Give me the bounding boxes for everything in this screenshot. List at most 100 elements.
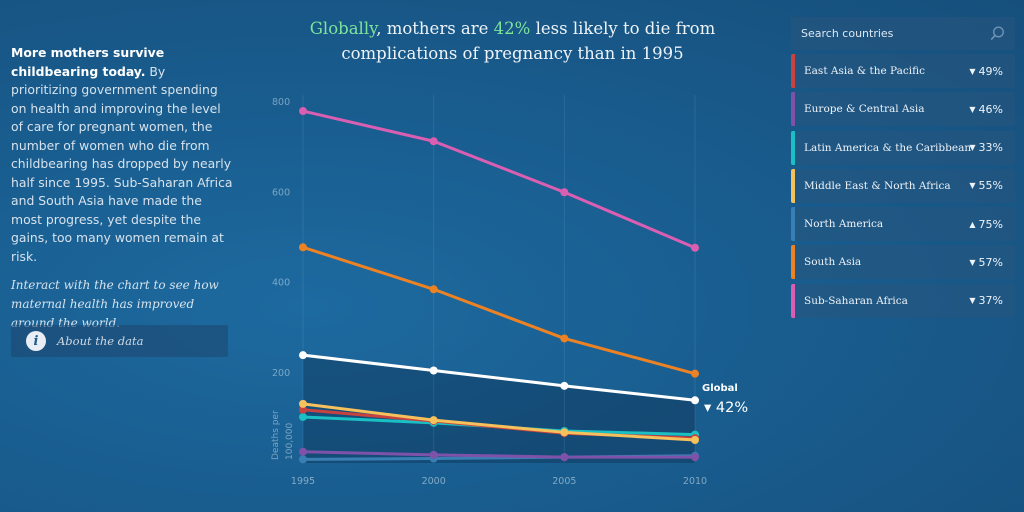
data-point[interactable] bbox=[299, 405, 307, 414]
region-color-swatch bbox=[791, 92, 795, 127]
arrow-up-icon: ▲ bbox=[969, 219, 976, 229]
y-tick-label: 600 bbox=[272, 187, 290, 198]
y-axis-label: Deaths per bbox=[271, 410, 281, 460]
y-axis-label: 100,000 bbox=[285, 423, 295, 460]
y-tick-label: 800 bbox=[272, 97, 290, 108]
series-line[interactable] bbox=[302, 353, 696, 402]
region-change-value: 46% bbox=[978, 102, 1003, 116]
region-item[interactable]: Middle East & North Africa ▼ 55% bbox=[791, 168, 1015, 203]
arrow-down-icon: ▼ bbox=[969, 143, 976, 153]
region-color-swatch bbox=[791, 245, 795, 280]
series-line[interactable] bbox=[302, 245, 696, 376]
region-name: Middle East & North Africa bbox=[804, 179, 951, 192]
x-tick-label: 2005 bbox=[552, 476, 576, 487]
region-item[interactable]: North America ▲ 75% bbox=[791, 207, 1015, 242]
series-line[interactable] bbox=[302, 450, 695, 459]
x-tick-label: 1995 bbox=[291, 476, 315, 487]
intro-body: By prioritizing government spending on h… bbox=[11, 63, 233, 264]
x-tick-label: 2010 bbox=[683, 476, 707, 487]
region-color-swatch bbox=[791, 283, 795, 318]
intro-paragraph: More mothers survive childbearing today.… bbox=[11, 44, 233, 266]
y-tick-label: 400 bbox=[272, 278, 290, 289]
region-list: East Asia & the Pacific ▼ 49% Europe & Cent… bbox=[791, 54, 1015, 318]
arrow-down-icon: ▼ bbox=[969, 181, 976, 191]
series-line[interactable] bbox=[302, 109, 696, 250]
region-change: ▼ 49% bbox=[969, 65, 1003, 78]
data-point[interactable] bbox=[429, 285, 438, 294]
region-panel: East Asia & the Pacific▼49%Europe & Cent… bbox=[791, 17, 1015, 322]
y-tick-label: 200 bbox=[272, 368, 290, 379]
data-point[interactable] bbox=[299, 455, 307, 464]
region-change: ▼ 33% bbox=[969, 141, 1003, 154]
data-point[interactable] bbox=[691, 435, 699, 444]
region-name: Europe & Central Asia bbox=[804, 103, 925, 116]
global-label: Global bbox=[702, 383, 738, 394]
global-change: ▾ 42% bbox=[704, 400, 748, 416]
region-name: Sub-Saharan Africa bbox=[804, 294, 908, 307]
region-name: South Asia bbox=[804, 256, 862, 269]
headline-text-2: less likely to die from complications of… bbox=[341, 19, 716, 63]
line-chart[interactable]: 200 400 600 800 Deaths per 100,000 1995 2000 20… bbox=[0, 0, 780, 512]
series-line[interactable] bbox=[302, 402, 696, 442]
region-item[interactable]: Europe & Central Asia ▼ 46% bbox=[791, 92, 1015, 127]
arrow-down-icon: ▼ bbox=[969, 257, 976, 267]
data-point[interactable] bbox=[299, 107, 307, 116]
data-point[interactable] bbox=[560, 381, 569, 390]
headline-scope: Globally bbox=[309, 19, 377, 38]
about-data-label: About the data bbox=[57, 334, 144, 348]
data-point[interactable] bbox=[560, 453, 569, 462]
headline-percent: 42% bbox=[493, 19, 531, 38]
region-change: ▼ 46% bbox=[969, 103, 1003, 116]
headline-text-1: , mothers are bbox=[376, 19, 494, 38]
region-name: East Asia & the Pacific bbox=[804, 65, 925, 77]
data-point[interactable] bbox=[429, 416, 438, 425]
region-change-value: 75% bbox=[978, 217, 1003, 231]
data-point[interactable] bbox=[299, 412, 307, 421]
region-item[interactable]: East Asia & the Pacific ▼ 49% bbox=[791, 54, 1015, 88]
search-input[interactable] bbox=[791, 17, 991, 50]
data-point[interactable] bbox=[691, 243, 699, 252]
plot-shade bbox=[303, 355, 695, 463]
region-change-value: 55% bbox=[978, 179, 1003, 193]
data-point[interactable] bbox=[691, 369, 699, 378]
region-change-value: 57% bbox=[978, 255, 1003, 269]
headline: Globally, mothers are 42% less likely to… bbox=[300, 16, 725, 66]
region-change: ▼ 57% bbox=[969, 256, 1003, 269]
region-change-value: 49% bbox=[978, 64, 1003, 78]
region-item[interactable]: South Asia ▼ 57% bbox=[791, 245, 1015, 280]
data-point[interactable] bbox=[429, 366, 438, 375]
region-item[interactable]: Latin America & the Caribbean ▼ 33% bbox=[791, 130, 1015, 165]
about-data-button[interactable]: i About the data bbox=[11, 325, 228, 357]
intro-panel: More mothers survive childbearing today.… bbox=[11, 44, 233, 343]
data-point[interactable] bbox=[299, 351, 307, 360]
data-point[interactable] bbox=[299, 447, 307, 456]
region-color-swatch bbox=[791, 130, 795, 165]
region-color-swatch bbox=[791, 168, 795, 203]
region-change: ▼ 37% bbox=[969, 294, 1003, 307]
data-point[interactable] bbox=[560, 188, 569, 197]
region-name: Latin America & the Caribbean bbox=[804, 141, 972, 154]
arrow-down-icon: ▼ bbox=[969, 296, 976, 306]
region-change: ▼ 55% bbox=[969, 179, 1003, 192]
region-item[interactable]: Sub-Saharan Africa ▼ 37% bbox=[791, 283, 1015, 318]
region-name: North America bbox=[804, 218, 884, 231]
region-change-value: 37% bbox=[978, 294, 1003, 308]
info-icon: i bbox=[26, 331, 46, 351]
search-icon[interactable] bbox=[990, 26, 1005, 41]
data-point[interactable] bbox=[429, 450, 438, 459]
data-point[interactable] bbox=[691, 396, 699, 405]
region-color-swatch bbox=[791, 207, 795, 242]
arrow-down-icon: ▼ bbox=[969, 104, 976, 114]
data-point[interactable] bbox=[560, 428, 569, 437]
data-point[interactable] bbox=[691, 453, 699, 462]
x-tick-label: 2000 bbox=[422, 476, 446, 487]
region-color-swatch bbox=[791, 54, 795, 88]
data-point[interactable] bbox=[429, 137, 438, 146]
region-change-value: 33% bbox=[978, 141, 1003, 155]
arrow-down-icon: ▼ bbox=[969, 66, 976, 76]
intro-lead: More mothers survive childbearing today. bbox=[11, 45, 165, 79]
data-point[interactable] bbox=[299, 243, 307, 252]
data-point[interactable] bbox=[560, 334, 569, 343]
data-point[interactable] bbox=[299, 399, 307, 408]
search-box[interactable] bbox=[791, 17, 1015, 50]
